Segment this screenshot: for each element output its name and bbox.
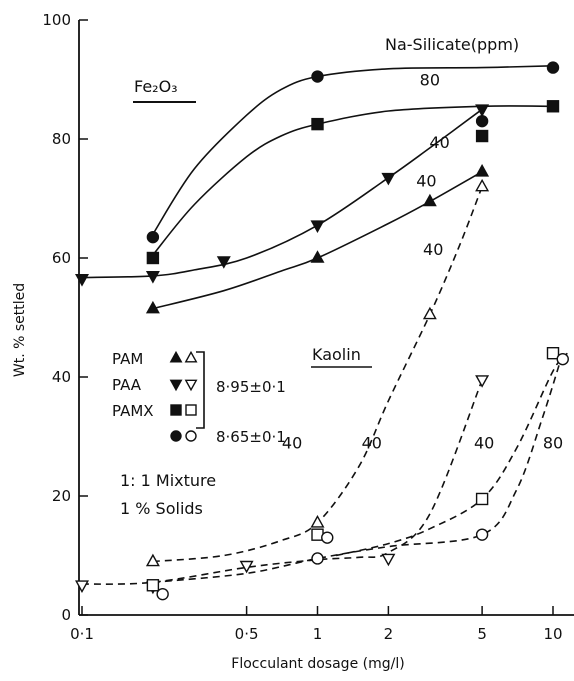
data-point-open-triangle-up [475, 178, 490, 192]
curve-label: 80 [420, 71, 440, 90]
x-tick-label: 0·1 [70, 625, 94, 643]
data-point-filled-triangle-down [475, 104, 490, 118]
fit-curve-8 [152, 352, 564, 584]
data-point-open-square [146, 579, 160, 592]
data-point-open-circle [156, 587, 169, 601]
legend-label-pamx: PAMX [112, 402, 154, 420]
data-point-filled-circle [475, 114, 489, 128]
data-point-open-triangle-up [310, 514, 325, 528]
legend-label-pam: PAM [112, 350, 143, 368]
y-tick-label: 20 [52, 487, 71, 505]
mixture-label: 1: 1 Mixture [120, 471, 216, 490]
fit-curve-7 [335, 352, 568, 557]
data-point-filled-triangle-up [310, 250, 325, 263]
data-point-filled-circle [546, 61, 560, 74]
fit-curve-2 [152, 105, 554, 256]
x-tick-label: 10 [543, 625, 562, 643]
data-point-open-square [475, 492, 489, 506]
curve-label: 40 [362, 433, 382, 452]
data-point-filled-triangle-down [381, 172, 396, 186]
y-tick-label: 40 [52, 368, 71, 386]
y-tick-label: 60 [52, 249, 71, 267]
data-point-filled-triangle-up [475, 163, 490, 177]
data-point-open-triangle-down [381, 553, 396, 567]
data-point-open-circle [311, 552, 324, 565]
na-silicate-label: Na-Silicate(ppm) [385, 35, 519, 54]
legend-marker-open-circle [185, 430, 197, 442]
x-tick-label: 5 [477, 625, 487, 643]
legend-label-paa: PAA [112, 376, 142, 394]
curve-label: 40 [282, 433, 302, 452]
data-point-filled-square [546, 100, 560, 113]
data-point-filled-triangle-down [216, 256, 231, 269]
data-point-filled-square [311, 117, 324, 131]
markers-layer [75, 61, 569, 601]
legend-bracket [196, 351, 205, 429]
data-point-open-triangle-down [475, 375, 490, 388]
curve-label: 40 [423, 240, 443, 259]
x-axis-label: Flocculant dosage (mg/l) [231, 656, 404, 672]
data-point-filled-triangle-down [75, 274, 89, 287]
data-point-open-triangle-down [75, 580, 89, 594]
legend-marker-filled-circle [170, 430, 182, 442]
legend-markers [169, 350, 198, 442]
data-point-open-square [546, 347, 560, 360]
kaolin-label: Kaolin [312, 345, 361, 364]
curve-labels: 80 40 40 40 40 40 40 80 [282, 71, 563, 453]
legend-ph-1: 8·95±0·1 [216, 378, 286, 396]
data-point-open-circle [321, 531, 334, 544]
x-tick-label: 1 [313, 625, 323, 643]
legend-marker-open-triangle-down [184, 379, 198, 392]
data-point-filled-triangle-down [145, 271, 160, 284]
legend: PAM PAA PAMX 8·95±0·1 8·65±0·1 [112, 350, 286, 446]
data-point-open-circle [556, 352, 569, 366]
data-point-filled-square [475, 129, 489, 143]
data-point-filled-triangle-up [145, 300, 160, 314]
fe2o3-label: Fe₂O₃ [134, 77, 178, 96]
y-tick-label: 80 [52, 130, 71, 148]
data-point-open-triangle-up [422, 306, 437, 320]
data-point-filled-circle [311, 70, 324, 83]
data-point-filled-square [146, 251, 160, 265]
data-point-filled-circle [146, 230, 160, 244]
fit-curve-6 [81, 379, 483, 585]
legend-marker-open-square [185, 404, 197, 416]
data-point-filled-triangle-up [422, 193, 437, 207]
legend-marker-filled-square [170, 404, 182, 416]
x-tick-label: 2 [384, 625, 394, 643]
y-tick-label: 0 [61, 606, 71, 624]
data-point-filled-triangle-down [310, 220, 325, 234]
data-point-open-triangle-up [145, 553, 160, 567]
y-tick-label: 100 [42, 11, 71, 29]
curve-label: 80 [543, 433, 563, 452]
fit-curve-1 [152, 65, 554, 235]
y-axis-label: Wt. % settled [12, 283, 28, 377]
fit-curve-5 [152, 186, 483, 563]
data-point-open-circle [475, 528, 489, 541]
curve-label: 40 [429, 133, 449, 152]
axes-layer: 0 20 40 60 80 100 0·1 0·5 1 2 5 10 [42, 11, 574, 643]
legend-ph-2: 8·65±0·1 [216, 428, 286, 446]
curve-label: 40 [416, 172, 436, 191]
legend-marker-open-triangle-up [184, 350, 198, 363]
curve-label: 40 [474, 433, 494, 452]
data-point-open-triangle-down [239, 560, 254, 574]
legend-marker-filled-triangle-up [169, 350, 183, 363]
x-tick-label: 0·5 [235, 625, 259, 643]
solids-label: 1 % Solids [120, 499, 203, 518]
legend-marker-filled-triangle-down [169, 379, 183, 392]
